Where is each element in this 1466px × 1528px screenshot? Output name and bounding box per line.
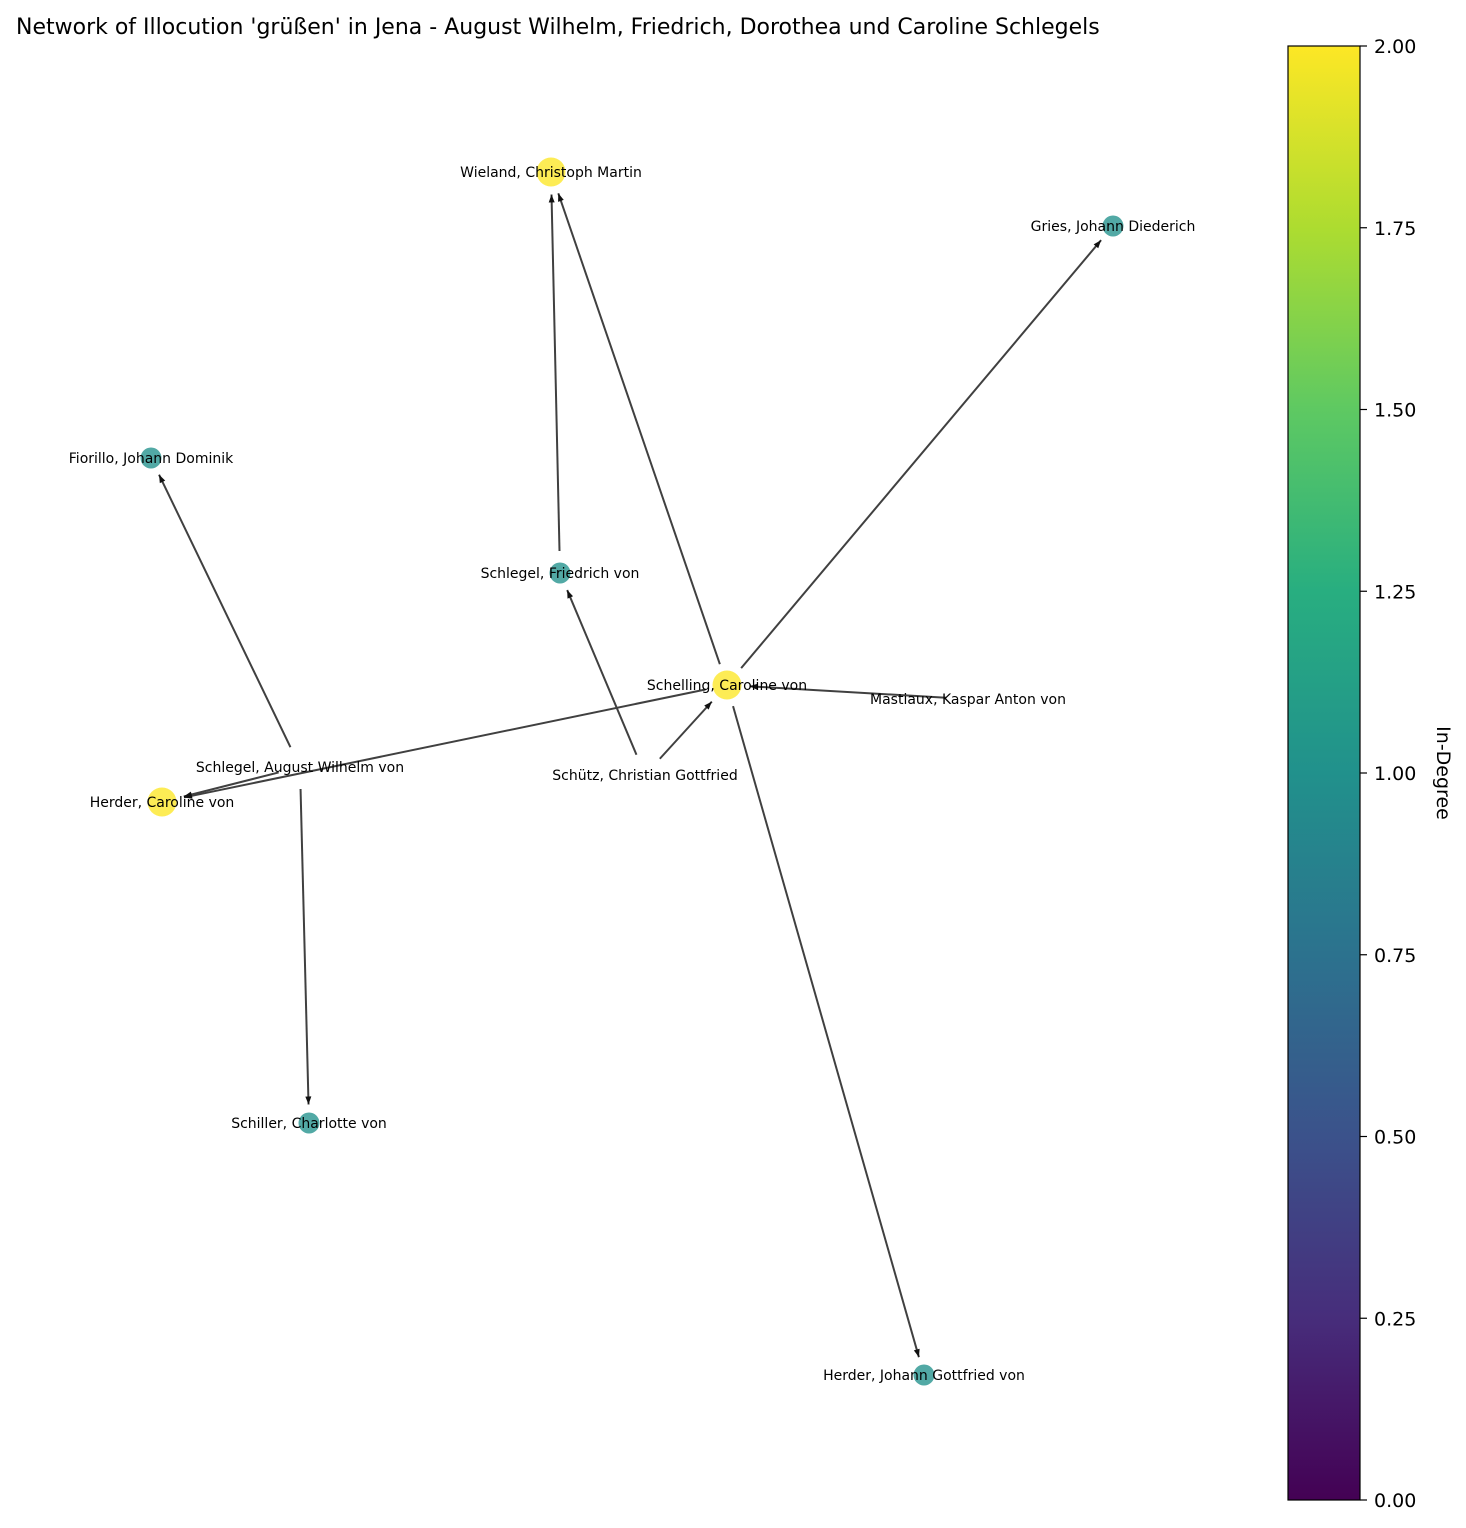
edge-line bbox=[749, 685, 947, 699]
label-layer: Wieland, Christoph Martin Gries, Johann D… bbox=[69, 165, 1196, 1384]
edge-line bbox=[550, 194, 561, 552]
node-label-herder_jg: Herder, Johann Gottfried von bbox=[823, 1368, 1025, 1384]
edge-arrowhead bbox=[749, 683, 758, 690]
colorbar-tick-label: 1.25 bbox=[1374, 581, 1416, 603]
node-label-schiller_c: Schiller, Charlotte von bbox=[231, 1116, 387, 1132]
node-herder_c[interactable] bbox=[147, 787, 177, 817]
colorbar-tick-label: 0.00 bbox=[1374, 1490, 1416, 1512]
edge-arrowhead bbox=[548, 194, 555, 203]
edge-schuetz-to-schelling_c bbox=[659, 700, 713, 760]
edge-arrowhead bbox=[913, 1348, 920, 1358]
colorbar-tick-label: 0.75 bbox=[1374, 945, 1416, 967]
colorbar-ticks: 0.00 0.25 0.50 0.75 1.00 1.25 1.50 1.75 2.00 bbox=[1360, 36, 1416, 1512]
node-label-schlegel_f: Schlegel, Friedrich von bbox=[481, 566, 640, 582]
edge-arrowhead bbox=[305, 1096, 312, 1105]
edge-line bbox=[299, 788, 310, 1105]
node-wieland[interactable] bbox=[536, 157, 566, 187]
edge-line bbox=[732, 705, 920, 1358]
colorbar: 0.00 0.25 0.50 0.75 1.00 1.25 1.50 1.75 2.00 In-… bbox=[1287, 36, 1454, 1512]
node-label-fiorillo: Fiorillo, Johann Dominik bbox=[69, 451, 234, 467]
edge-schlegel_aw-to-fiorillo bbox=[158, 474, 292, 748]
edge-schelling_c-to-gries bbox=[740, 239, 1102, 669]
node-schelling_c[interactable] bbox=[712, 670, 742, 700]
edge-line bbox=[183, 771, 279, 798]
node-label-schuetz: Schütz, Christian Gottfried bbox=[552, 768, 737, 784]
node-label-schelling_c: Schelling, Caroline von bbox=[647, 678, 807, 694]
node-herder_jg[interactable] bbox=[913, 1364, 935, 1386]
edge-line bbox=[158, 474, 292, 748]
edge-arrowhead bbox=[159, 474, 166, 484]
node-label-wieland: Wieland, Christoph Martin bbox=[460, 165, 642, 181]
colorbar-tick-label: 0.50 bbox=[1374, 1127, 1416, 1149]
node-label-gries: Gries, Johann Diederich bbox=[1031, 219, 1196, 235]
colorbar-tick-label: 1.75 bbox=[1374, 218, 1416, 240]
edge-arrowhead bbox=[1093, 240, 1102, 249]
edge-arrowhead bbox=[558, 193, 564, 202]
edge-arrowhead bbox=[704, 701, 712, 710]
edge-line bbox=[740, 239, 1102, 669]
edge-schlegel_f-to-wieland bbox=[548, 194, 561, 552]
node-label-herder_c: Herder, Caroline von bbox=[90, 795, 235, 811]
edge-arrowhead bbox=[183, 791, 193, 798]
node-gries[interactable] bbox=[1102, 215, 1124, 237]
edge-schlegel_aw-to-herder_c bbox=[183, 771, 279, 798]
node-label-schlegel_aw: Schlegel, August Wilhelm von bbox=[196, 760, 404, 776]
node-label-mastiaux: Mastiaux, Kaspar Anton von bbox=[870, 692, 1066, 708]
node-schiller_c[interactable] bbox=[298, 1112, 320, 1134]
edge-layer bbox=[158, 192, 1102, 1358]
colorbar-gradient bbox=[1287, 45, 1361, 1501]
edge-schelling_c-to-herder_jg bbox=[732, 705, 920, 1358]
node-layer bbox=[140, 157, 1124, 1386]
edge-line bbox=[183, 688, 706, 799]
edge-line bbox=[557, 192, 721, 665]
edge-arrowhead bbox=[567, 590, 574, 599]
edge-schelling_c-to-wieland bbox=[557, 192, 721, 665]
colorbar-tick-label: 2.00 bbox=[1374, 36, 1416, 58]
colorbar-tick-label: 1.00 bbox=[1374, 763, 1416, 785]
node-schlegel_f[interactable] bbox=[549, 562, 571, 584]
edge-schuetz-to-schlegel_f bbox=[566, 589, 638, 756]
edge-line bbox=[659, 700, 713, 760]
colorbar-tick-label: 1.50 bbox=[1374, 400, 1416, 422]
chart-title: Network of Illocution 'grüßen' in Jena -… bbox=[16, 15, 1100, 40]
edge-line bbox=[566, 589, 638, 756]
edge-schlegel_aw-to-schiller_c bbox=[299, 788, 312, 1105]
node-fiorillo[interactable] bbox=[140, 447, 162, 469]
colorbar-tick-label: 0.25 bbox=[1374, 1308, 1416, 1330]
edge-mastiaux-to-schelling_c bbox=[749, 683, 947, 699]
colorbar-label: In-Degree bbox=[1432, 726, 1454, 820]
